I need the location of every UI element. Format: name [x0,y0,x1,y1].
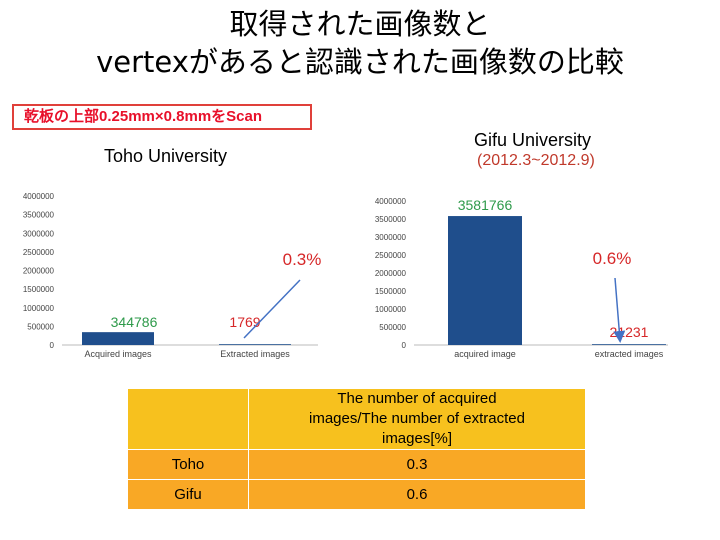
y-tick-label: 2000000 [375,269,407,278]
data-label: 3581766 [458,197,513,213]
data-label: 21231 [610,324,649,340]
toho-chart-label: Toho University [104,146,228,166]
data-label: 1769 [229,314,260,330]
gifu-bar-chart: 4000000 3500000 3000000 2500000 2000000 15000… [375,197,668,359]
x-tick-label: Extracted images [220,349,290,359]
scan-note-box: 乾板の上部0.25mm×0.8mmをScan [12,104,312,130]
y-tick-label: 1500000 [23,285,55,294]
table-row-value: 0.3 [248,449,586,480]
data-label: 344786 [111,314,158,330]
y-tick-label: 2500000 [375,251,407,260]
y-tick-label: 500000 [379,323,406,332]
y-tick-label: 3500000 [375,215,407,224]
y-tick-label: 3000000 [375,233,407,242]
y-tick-label: 2000000 [23,267,55,276]
gifu-chart-label: Gifu University [474,130,592,150]
y-tick-label: 4000000 [375,197,407,206]
ratio-annotation: 0.3% [283,250,322,269]
y-tick-label: 0 [50,341,55,350]
y-tick-label: 500000 [27,322,54,331]
bar [82,332,154,345]
y-tick-label: 2500000 [23,248,55,257]
table-header-text: The number of acquired images/The number… [309,390,525,447]
summary-table: The number of acquired images/The number… [127,388,586,510]
y-tick-label: 3500000 [23,211,55,220]
table-header-empty-cell [127,388,249,450]
table-row-value: 0.6 [248,479,586,510]
bar [219,344,291,345]
y-tick-label: 1000000 [23,304,55,313]
page-title-line-2: vertexがあると認識された画像数の比較 [96,45,624,79]
table-header-row: The number of acquired images/The number… [127,388,586,450]
gifu-period-label: (2012.3~2012.9) [477,152,595,169]
table-row: Gifu 0.6 [127,479,586,510]
ratio-annotation: 0.6% [593,249,632,268]
y-tick-label: 3000000 [23,229,55,238]
bar-charts: 4000000 3500000 3000000 2500000 2000000 15000… [23,192,668,359]
y-tick-label: 1500000 [375,287,407,296]
page-title-line-1: 取得された画像数と [229,7,491,41]
bar [592,344,666,345]
y-tick-label: 0 [402,341,407,350]
annotation-arrow [613,277,626,343]
x-tick-label: extracted images [595,349,664,359]
y-tick-label: 1000000 [375,305,407,314]
table-row-name: Gifu [127,479,249,510]
table-row: Toho 0.3 [127,449,586,480]
x-tick-label: Acquired images [84,349,152,359]
y-tick-label: 4000000 [23,192,55,201]
bar [448,216,522,345]
toho-bar-chart: 4000000 3500000 3000000 2500000 2000000 15000… [23,192,322,359]
table-row-name: Toho [127,449,249,480]
table-header-cell: The number of acquired images/The number… [248,388,586,450]
annotation-arrow [243,279,301,339]
x-tick-label: acquired image [454,349,516,359]
